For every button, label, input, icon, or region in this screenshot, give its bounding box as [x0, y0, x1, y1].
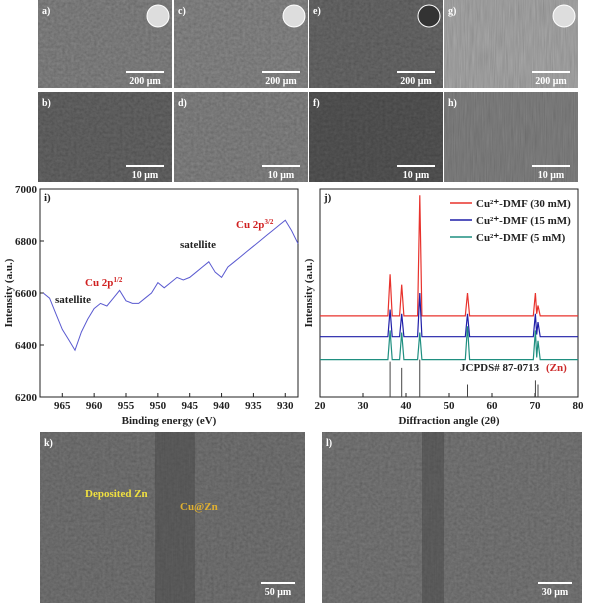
scale-label: 10 μm: [403, 170, 430, 181]
scale-label: 200 μm: [265, 76, 297, 87]
y-tick-label: 6800: [15, 236, 38, 248]
xrd-line: [320, 195, 578, 317]
sem-image: [444, 92, 578, 182]
panel-label: c): [178, 6, 186, 17]
spectrum-line: [42, 219, 299, 352]
panel-label: h): [448, 98, 457, 109]
sem-image: [38, 92, 172, 182]
panel-label: k): [44, 438, 53, 449]
scale-label: 10 μm: [538, 170, 565, 181]
x-tick-label: 80: [573, 400, 585, 412]
legend-label: Cu²⁺-DMF (5 mM): [476, 232, 566, 244]
panel-label: j): [323, 192, 332, 204]
x-axis-title: Binding energy (eV): [122, 415, 217, 427]
x-tick-label: 955: [118, 400, 135, 412]
y-axis-title: Intensity (a.u.): [3, 258, 15, 327]
xrd-line: [320, 326, 578, 361]
panel-label: a): [42, 6, 50, 17]
annotation: Cu 2p3/2: [236, 218, 274, 231]
reference-label: (Zn): [546, 362, 567, 374]
x-tick-label: 965: [54, 400, 71, 412]
scale-label: 50 μm: [265, 587, 292, 598]
reference-name: JCPDS# 87-0713: [460, 362, 540, 374]
annotation-text: Cu 2p: [236, 219, 264, 231]
x-tick-label: 30: [358, 400, 370, 412]
x-axis-title: Diffraction angle (2θ): [398, 415, 499, 427]
x-tick-label: 945: [181, 400, 198, 412]
x-tick-label: 950: [150, 400, 167, 412]
annotation-sup: 3/2: [264, 218, 273, 226]
annotation-text: satellite: [55, 294, 91, 306]
panel-label: i): [44, 192, 51, 204]
x-tick-label: 940: [213, 400, 230, 412]
annotation-text: satellite: [180, 239, 216, 251]
inset-disc: [552, 4, 576, 28]
y-tick-label: 7000: [15, 184, 38, 196]
panel-label: d): [178, 98, 187, 109]
annotation: Cu 2p1/2: [85, 276, 123, 289]
x-tick-label: 20: [315, 400, 327, 412]
y-tick-label: 6400: [15, 340, 38, 352]
annotation-sup: 1/2: [113, 276, 122, 284]
y-tick-label: 6200: [15, 392, 38, 404]
sem-image: [309, 92, 443, 182]
annotation: satellite: [55, 294, 91, 306]
deposit-band: [155, 432, 195, 603]
panel-label: f): [313, 98, 320, 109]
sem-image: [322, 432, 582, 603]
x-tick-label: 960: [86, 400, 103, 412]
deposit-band: [422, 432, 444, 603]
panel-label: e): [313, 6, 321, 17]
scale-label: 10 μm: [268, 170, 295, 181]
scale-label: 200 μm: [535, 76, 567, 87]
annotation: satellite: [180, 239, 216, 251]
xrd-line: [320, 292, 578, 338]
x-tick-label: 935: [245, 400, 262, 412]
panel-label: g): [448, 6, 456, 17]
annotation: Deposited Zn: [85, 488, 148, 500]
inset-disc: [146, 4, 170, 28]
annotation: Cu@Zn: [180, 501, 218, 513]
legend-label: Cu²⁺-DMF (30 mM): [476, 198, 571, 210]
panel-label: l): [326, 438, 332, 449]
legend-label: Cu²⁺-DMF (15 mM): [476, 215, 571, 227]
x-tick-label: 60: [487, 400, 499, 412]
inset-disc: [282, 4, 306, 28]
sem-image: [174, 92, 308, 182]
y-axis-title: Intensity (a.u.): [303, 258, 315, 327]
x-tick-label: 40: [401, 400, 413, 412]
inset-disc: [417, 4, 441, 28]
y-tick-label: 6600: [15, 288, 38, 300]
x-tick-label: 50: [444, 400, 456, 412]
annotation-text: Cu 2p: [85, 277, 113, 289]
scale-label: 200 μm: [400, 76, 432, 87]
scale-label: 200 μm: [129, 76, 161, 87]
panel-label: b): [42, 98, 51, 109]
scale-label: 10 μm: [132, 170, 159, 181]
x-tick-label: 930: [277, 400, 294, 412]
x-tick-label: 70: [530, 400, 542, 412]
scale-label: 30 μm: [542, 587, 569, 598]
